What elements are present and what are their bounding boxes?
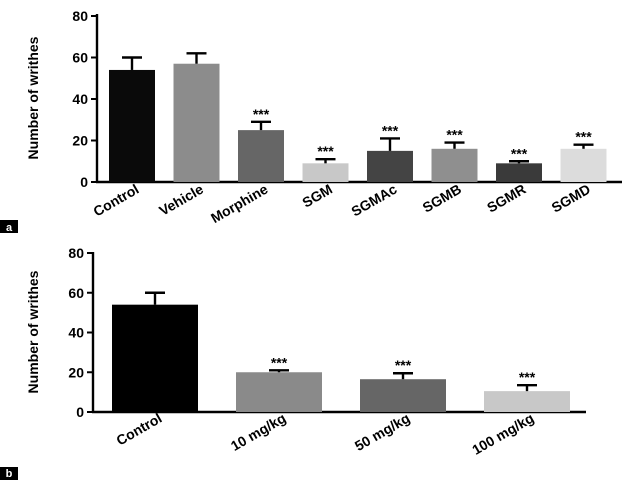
panel-b-y-tick-label-1: 20 [68, 364, 84, 380]
panel-b-y-tick-label-4: 80 [68, 245, 84, 261]
panel-b-category-label-0: Control [113, 410, 164, 449]
panel-a-letter: a [6, 222, 13, 234]
panel-a-bar-5 [431, 148, 478, 182]
panel-a-y-axis-label: Number of writhes [25, 36, 41, 159]
panel-a-significance-label-4: *** [382, 122, 399, 138]
panel-b-bar-3 [484, 391, 570, 412]
panel-a-bar-4 [367, 150, 413, 182]
panel-a-category-label-1: Vehicle [156, 181, 206, 219]
panel-b-y-tick-label-3: 60 [68, 285, 84, 301]
panel-b-letter: b [6, 468, 13, 480]
panel-b-bar-1 [236, 372, 322, 412]
panel-a-bar-1 [173, 63, 220, 182]
panel-a-bar-0 [109, 69, 155, 182]
panel-b-category-label-3: 100 mg/kg [469, 410, 536, 458]
panel-b-significance-label-1: *** [271, 354, 288, 370]
panel-a-y-tick-label-0: 0 [80, 174, 88, 190]
panel-b-significance-label-3: *** [519, 369, 536, 385]
panel-b-y-tick-label-0: 0 [76, 404, 84, 420]
panel-b-significance-label-2: *** [395, 357, 412, 373]
panel-b-badge [0, 467, 18, 480]
panel-a-bar-6 [496, 163, 542, 182]
panel-b-bar-0 [112, 304, 198, 412]
panel-b-bar-2 [360, 379, 446, 412]
chart-panel-b: Number of writhes 0 20 40 60 80 Control *** 10… [25, 245, 586, 458]
panel-a-category-label-3: SGM [299, 181, 335, 211]
panel-b-y-axis-label: Number of writhes [25, 270, 41, 393]
panel-a-significance-label-6: *** [511, 145, 528, 161]
panel-a-category-label-0: Control [90, 181, 141, 220]
panel-a-y-tick-label-4: 80 [72, 8, 88, 24]
panel-a-significance-label-3: *** [317, 143, 334, 159]
panel-a-category-label-4: SGMAc [348, 181, 399, 220]
panel-a-category-label-2: Morphine [208, 181, 271, 226]
panel-a-bar-2 [238, 130, 284, 182]
panel-a-bar-7 [560, 148, 607, 182]
panel-a-y-tick-label-1: 20 [72, 133, 88, 149]
panel-a-y-tick-label-2: 40 [72, 91, 88, 107]
panel-a-badge [0, 220, 18, 233]
panel-a-significance-label-7: *** [575, 129, 592, 145]
panel-a-bar-3 [302, 163, 349, 182]
panel-b-category-label-1: 10 mg/kg [228, 410, 289, 454]
panel-a-category-label-6: SGMR [484, 181, 528, 216]
panel-a-category-label-7: SGMD [549, 181, 593, 216]
panel-a-significance-label-2: *** [253, 106, 270, 122]
panel-a-category-label-5: SGMB [420, 181, 464, 216]
panel-b-category-label-2: 50 mg/kg [352, 410, 413, 454]
panel-b-y-tick-label-2: 40 [68, 325, 84, 341]
chart-panel-a: Number of writhes 0 20 40 60 80 Control Vehic… [25, 8, 622, 226]
panel-a-y-tick-label-3: 60 [72, 50, 88, 66]
panel-a-significance-label-5: *** [446, 127, 463, 143]
